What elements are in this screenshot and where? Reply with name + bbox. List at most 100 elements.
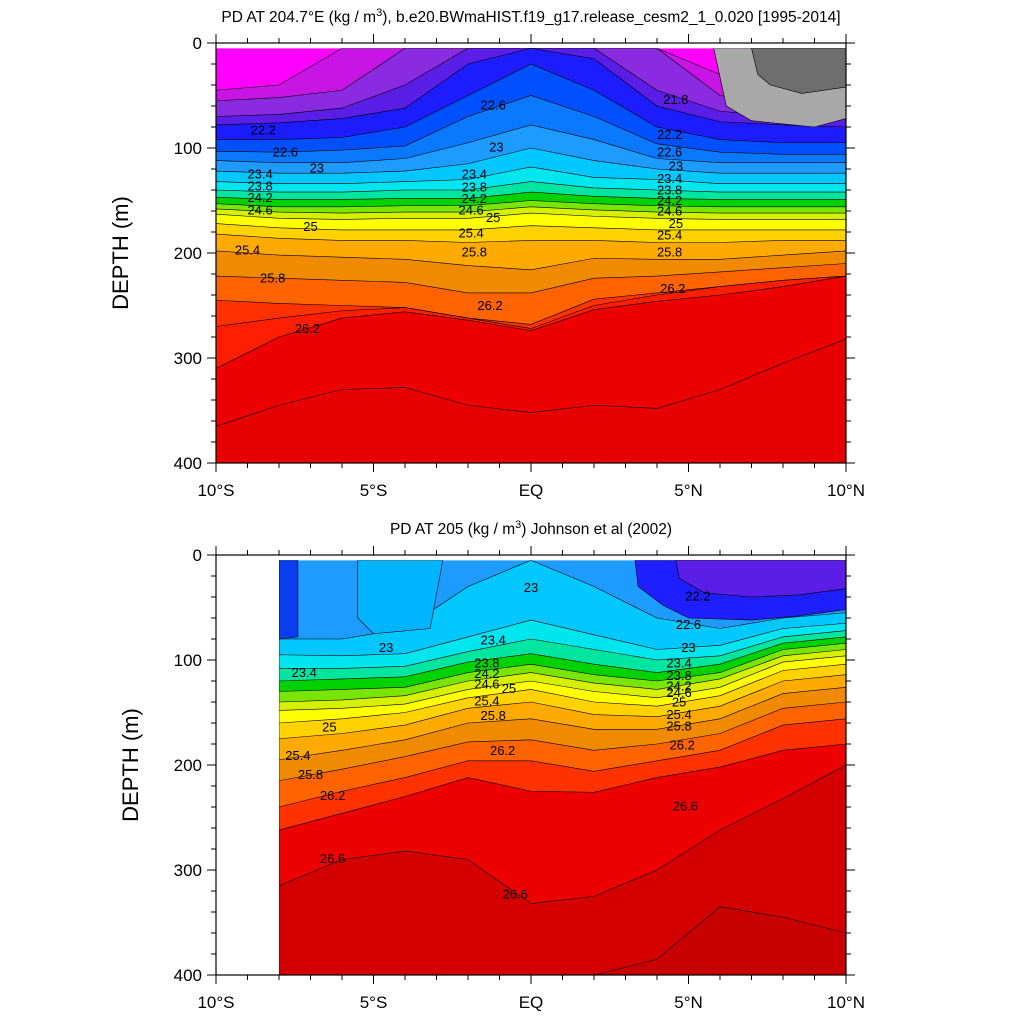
contour-label: 25.4	[474, 693, 499, 708]
density-region	[751, 48, 846, 94]
contour-label: 23	[489, 139, 503, 154]
contour-label: 23.8	[462, 179, 487, 194]
contour-label: 24.2	[657, 193, 682, 208]
contour-label: 23.4	[247, 167, 272, 182]
contour-label: 23.8	[657, 182, 682, 197]
contour-label: 25	[669, 216, 683, 231]
contour-label: 22.6	[273, 145, 298, 160]
contour-label: 25	[502, 681, 516, 696]
contour-label: 23.8	[666, 668, 691, 683]
contour-label: 25	[486, 210, 500, 225]
y-tick-label: 400	[174, 966, 202, 985]
top-panel-title: PD AT 204.7°E (kg / m3), b.e20.BWmaHIST.…	[221, 7, 840, 26]
contour-label: 21.8	[663, 92, 688, 107]
contour-label: 26.2	[660, 281, 685, 296]
contour-label: 22.2	[685, 588, 710, 603]
contour-label: 25.8	[666, 719, 691, 734]
y-tick-label: 200	[174, 756, 202, 775]
x-tick-label: 10°N	[827, 481, 865, 500]
bottom-panel-y-axis-label: DEPTH (m)	[118, 708, 143, 822]
density-region	[279, 560, 299, 640]
contour-label: 23.4	[292, 665, 317, 680]
contour-label: 24.6	[474, 677, 499, 692]
contour-label: 24.6	[657, 203, 682, 218]
contour-label: 25.4	[458, 226, 483, 241]
contour-label: 23	[379, 640, 393, 655]
contour-label: 24.2	[462, 191, 487, 206]
contour-label: 25	[303, 219, 317, 234]
x-tick-label: 5°N	[674, 993, 703, 1012]
contour-label: 25.4	[657, 228, 682, 243]
density-region	[357, 560, 444, 635]
filled-contours	[279, 560, 846, 975]
contour-label: 23.8	[247, 178, 272, 193]
y-tick-label: 0	[193, 546, 202, 565]
contour-label: 23.4	[481, 633, 506, 648]
density-region	[675, 560, 846, 598]
contour-label: 24.2	[666, 679, 691, 694]
contour-label: 23.4	[666, 656, 691, 671]
contour-label: 26.2	[477, 298, 502, 313]
contour-label: 24.2	[474, 666, 499, 681]
contour-label: 24.2	[247, 190, 272, 205]
contour-label: 26.6	[320, 851, 345, 866]
x-tick-label: 10°S	[197, 993, 234, 1012]
bottom-panel: PD AT 205 (kg / m3) Johnson et al (2002)…	[118, 519, 865, 1012]
y-tick-label: 100	[174, 651, 202, 670]
contour-label: 25	[672, 694, 686, 709]
contour-label: 25.8	[260, 271, 285, 286]
y-tick-label: 0	[193, 34, 202, 53]
contour-label: 25.4	[666, 707, 691, 722]
contour-label: 23.4	[657, 171, 682, 186]
contour-label: 22.6	[657, 145, 682, 160]
contour-label: 26.6	[503, 887, 528, 902]
contour-label: 23.8	[474, 656, 499, 671]
y-tick-label: 300	[174, 861, 202, 880]
contour-label: 24.6	[458, 202, 483, 217]
contour-label: 26.2	[670, 738, 695, 753]
contour-label: 22.6	[481, 97, 506, 112]
y-tick-label: 200	[174, 244, 202, 263]
contour-label: 25.8	[462, 244, 487, 259]
contour-label: 22.2	[657, 127, 682, 142]
bottom-panel-title: PD AT 205 (kg / m3) Johnson et al (2002)	[390, 519, 672, 538]
top-panel-plot: 22.222.62323.423.824.224.62525.425.826.2…	[174, 34, 865, 500]
x-tick-label: 10°S	[197, 481, 234, 500]
contour-label: 23	[524, 580, 538, 595]
contour-label: 26.2	[295, 321, 320, 336]
contour-label: 23	[310, 160, 324, 175]
x-tick-label: 5°S	[360, 993, 388, 1012]
top-panel-y-axis-label: DEPTH (m)	[108, 196, 133, 310]
contour-label: 24.6	[666, 685, 691, 700]
contour-label: 26.2	[320, 788, 345, 803]
contour-label: 23	[669, 158, 683, 173]
y-tick-label: 400	[174, 454, 202, 473]
contour-label: 25	[322, 720, 336, 735]
x-tick-label: 10°N	[827, 993, 865, 1012]
top-panel: PD AT 204.7°E (kg / m3), b.e20.BWmaHIST.…	[108, 7, 865, 500]
contour-label: 22.6	[676, 617, 701, 632]
contour-label: 25.4	[235, 242, 260, 257]
contour-label: 25.8	[657, 244, 682, 259]
contour-label: 25.8	[481, 708, 506, 723]
y-tick-label: 300	[174, 349, 202, 368]
x-tick-label: EQ	[519, 481, 544, 500]
contour-label: 26.2	[490, 743, 515, 758]
density-band	[279, 906, 846, 975]
x-tick-label: EQ	[519, 993, 544, 1012]
density-band	[216, 338, 846, 463]
filled-contours	[216, 48, 846, 463]
contour-label: 25.8	[298, 767, 323, 782]
contour-label: 26.6	[673, 798, 698, 813]
contour-label: 22.2	[251, 123, 276, 138]
contour-label: 25.4	[285, 748, 310, 763]
y-tick-label: 100	[174, 139, 202, 158]
contour-label: 24.6	[247, 202, 272, 217]
contour-label: 23.4	[462, 167, 487, 182]
x-tick-label: 5°N	[674, 481, 703, 500]
contour-label: 23	[681, 640, 695, 655]
x-tick-label: 5°S	[360, 481, 388, 500]
